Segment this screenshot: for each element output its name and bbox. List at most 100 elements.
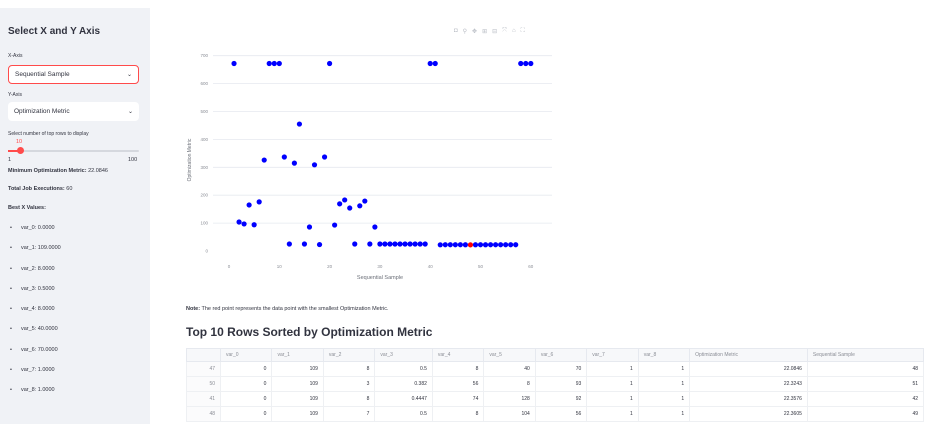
slider-track[interactable]	[8, 150, 139, 152]
camera-icon[interactable]: ◘	[454, 28, 458, 34]
data-point[interactable]	[498, 242, 504, 248]
data-point[interactable]	[442, 242, 448, 248]
data-point[interactable]	[231, 60, 237, 67]
best-x-item: • var_6: 70.0000	[10, 347, 58, 353]
y-tick-label: 600	[200, 81, 208, 86]
data-point[interactable]	[513, 242, 519, 248]
data-point[interactable]	[367, 241, 373, 247]
data-point[interactable]	[296, 121, 303, 127]
column-header[interactable]: var_5	[483, 348, 536, 362]
data-point[interactable]	[261, 157, 267, 163]
row-index: 41	[186, 391, 221, 407]
data-point[interactable]	[447, 242, 453, 248]
data-point[interactable]	[332, 222, 338, 228]
x-axis-select[interactable]: Sequential Sample ⌄	[8, 65, 139, 84]
data-point[interactable]	[316, 241, 323, 248]
table-row[interactable]: 50 0 109 3 0.382 56 8 93 1 1 22.3243 51	[186, 376, 925, 392]
data-point[interactable]	[492, 242, 499, 248]
table-header-row: var_0 var_1 var_2 var_3 var_4 var_5 var_6 var_7…	[186, 348, 925, 362]
data-point[interactable]	[236, 219, 242, 225]
data-point[interactable]	[352, 241, 358, 247]
autoscale-icon[interactable]: ⤧	[502, 28, 507, 34]
column-header[interactable]: var_8	[637, 348, 691, 362]
data-point[interactable]	[357, 203, 363, 209]
data-point[interactable]	[477, 242, 484, 248]
data-point[interactable]	[457, 242, 463, 248]
fullscreen-icon[interactable]: ⛶	[520, 28, 525, 34]
data-point[interactable]	[422, 241, 428, 247]
reset-axes-icon[interactable]: ⌂	[511, 28, 516, 34]
data-point[interactable]	[327, 60, 333, 67]
data-point[interactable]	[528, 60, 534, 67]
data-point[interactable]	[271, 60, 277, 67]
data-point[interactable]	[397, 241, 403, 247]
table-row[interactable]: 48 0 109 7 0.5 8 104 56 1 1 22.3605 49	[186, 406, 925, 422]
column-header[interactable]: var_0	[219, 348, 273, 362]
data-point[interactable]	[281, 154, 287, 160]
data-point[interactable]	[472, 242, 479, 248]
zoom-in-icon[interactable]: ⊞	[482, 29, 488, 35]
column-header[interactable]: Sequential Sample	[806, 348, 925, 362]
table-cell: 42	[806, 391, 925, 407]
data-point[interactable]	[417, 241, 423, 247]
table-cell: 93	[534, 376, 588, 392]
data-point[interactable]	[246, 202, 252, 208]
data-point[interactable]	[518, 60, 524, 67]
column-header[interactable]: var_1	[271, 348, 324, 362]
data-point[interactable]	[266, 60, 272, 67]
column-header[interactable]: var_6	[534, 348, 588, 362]
y-axis-select[interactable]: Optimization Metric ⌄	[8, 102, 139, 121]
column-header[interactable]: var_2	[322, 348, 376, 362]
data-point[interactable]	[301, 241, 308, 247]
data-point[interactable]	[437, 242, 443, 248]
data-point[interactable]	[402, 241, 408, 247]
table-row[interactable]: 41 0 109 8 0.4447 74 128 92 1 1 22.3576 42	[186, 391, 925, 407]
scatter-chart[interactable]: 0 100 200 300 400 500 600 700 0 10 20 30 40 50 60 Seque…	[180, 45, 560, 285]
data-point[interactable]	[382, 241, 388, 247]
data-point[interactable]	[251, 222, 257, 228]
data-point[interactable]	[452, 242, 458, 248]
data-point[interactable]	[321, 154, 328, 160]
data-point[interactable]	[362, 198, 368, 204]
data-point[interactable]	[241, 221, 247, 227]
data-point[interactable]	[342, 197, 348, 203]
data-point[interactable]	[347, 205, 353, 211]
data-point[interactable]	[256, 199, 262, 205]
column-header[interactable]: var_4	[431, 348, 485, 362]
table-row[interactable]: 47 0 109 8 0.5 8 40 70 1 1 22.0846 48	[186, 361, 925, 377]
data-point[interactable]	[311, 162, 318, 168]
data-point[interactable]	[462, 242, 469, 248]
data-point[interactable]	[306, 224, 313, 230]
column-header[interactable]	[186, 348, 221, 362]
data-point[interactable]	[487, 242, 494, 248]
best-x-item: • var_4: 8.0000	[10, 306, 55, 312]
zoom-icon[interactable]: ⚲	[462, 29, 468, 35]
min-data-point[interactable]	[467, 242, 474, 248]
data-point[interactable]	[427, 60, 433, 67]
results-table[interactable]: var_0 var_1 var_2 var_3 var_4 var_5 var_6 var_7…	[186, 348, 925, 422]
data-point[interactable]	[407, 241, 413, 247]
data-point[interactable]	[337, 201, 343, 207]
data-point[interactable]	[482, 242, 489, 248]
column-header[interactable]: Optimization Metric	[689, 348, 808, 362]
data-point[interactable]	[377, 241, 383, 247]
y-tick-label: 700	[200, 53, 208, 58]
column-header[interactable]: var_7	[586, 348, 639, 362]
data-point[interactable]	[392, 241, 398, 247]
data-point[interactable]	[291, 160, 297, 166]
table-cell: 109	[271, 361, 324, 377]
zoom-out-icon[interactable]: ⊟	[492, 29, 498, 35]
data-point[interactable]	[503, 242, 509, 248]
data-point[interactable]	[523, 60, 529, 67]
slider-thumb[interactable]	[17, 147, 24, 154]
data-point[interactable]	[286, 241, 292, 247]
x-axis-value: Sequential Sample	[15, 71, 70, 78]
data-point[interactable]	[387, 241, 393, 247]
data-point[interactable]	[372, 224, 378, 230]
data-point[interactable]	[412, 241, 418, 247]
data-point[interactable]	[276, 60, 282, 67]
data-point[interactable]	[432, 60, 438, 67]
pan-icon[interactable]: ✥	[472, 29, 478, 35]
data-point[interactable]	[508, 242, 514, 248]
column-header[interactable]: var_3	[374, 348, 433, 362]
